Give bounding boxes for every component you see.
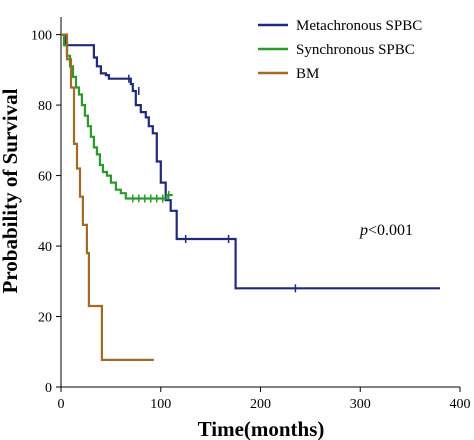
x-tick-label: 100 (150, 397, 171, 412)
series-line-bm (61, 33, 154, 361)
x-tick-label: 0 (58, 397, 65, 412)
series-line-metachronous-spbc (61, 33, 440, 290)
y-axis-title: Probability of Survival (0, 88, 22, 293)
legend: Metachronous SPBC Synchronous SPBC BM (258, 18, 422, 82)
p-value-text: <0.001 (368, 222, 413, 239)
x-axis-title: Time(months) (198, 417, 325, 440)
legend-label-synchronous-spbc: Synchronous SPBC (296, 42, 415, 58)
y-tick-label: 60 (38, 170, 52, 185)
x-tick-label: 400 (450, 397, 471, 412)
legend-label-bm: BM (296, 66, 319, 82)
y-tick-label: 40 (38, 240, 52, 255)
y-tick-label: 100 (31, 29, 52, 44)
series-line-synchronous-spbc (61, 33, 173, 200)
x-tick-label: 200 (250, 397, 271, 412)
legend-label-metachronous-spbc: Metachronous SPBC (296, 18, 422, 34)
axes: 0 20 40 60 80 100 0 100 200 300 400 (31, 17, 471, 412)
y-tick-label: 20 (38, 311, 52, 326)
y-tick-label: 80 (38, 99, 52, 114)
p-value-symbol: p (359, 222, 368, 239)
y-tick-label: 0 (45, 381, 52, 396)
series-lines (61, 33, 440, 361)
x-tick-label: 300 (350, 397, 371, 412)
p-value-annotation: p<0.001 (359, 222, 413, 239)
